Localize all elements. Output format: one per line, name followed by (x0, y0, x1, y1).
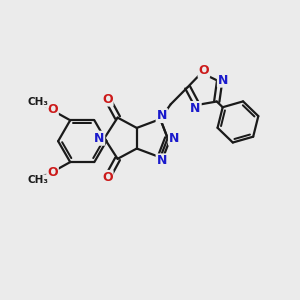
Text: O: O (47, 166, 58, 179)
Text: N: N (190, 102, 201, 115)
Text: N: N (169, 132, 179, 145)
Text: O: O (47, 103, 58, 116)
Text: N: N (157, 154, 167, 167)
Text: CH₃: CH₃ (27, 97, 48, 107)
Text: N: N (157, 109, 167, 122)
Text: O: O (102, 171, 112, 184)
Text: N: N (218, 74, 228, 87)
Text: O: O (199, 64, 209, 77)
Text: N: N (94, 132, 104, 145)
Text: CH₃: CH₃ (27, 175, 48, 185)
Text: O: O (102, 93, 112, 106)
